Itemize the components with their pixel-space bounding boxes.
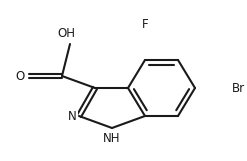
Text: NH: NH [103,132,121,145]
Text: N: N [68,109,77,123]
Text: O: O [16,70,25,82]
Text: Br: Br [232,81,245,95]
Text: F: F [142,18,148,31]
Text: OH: OH [57,27,75,40]
